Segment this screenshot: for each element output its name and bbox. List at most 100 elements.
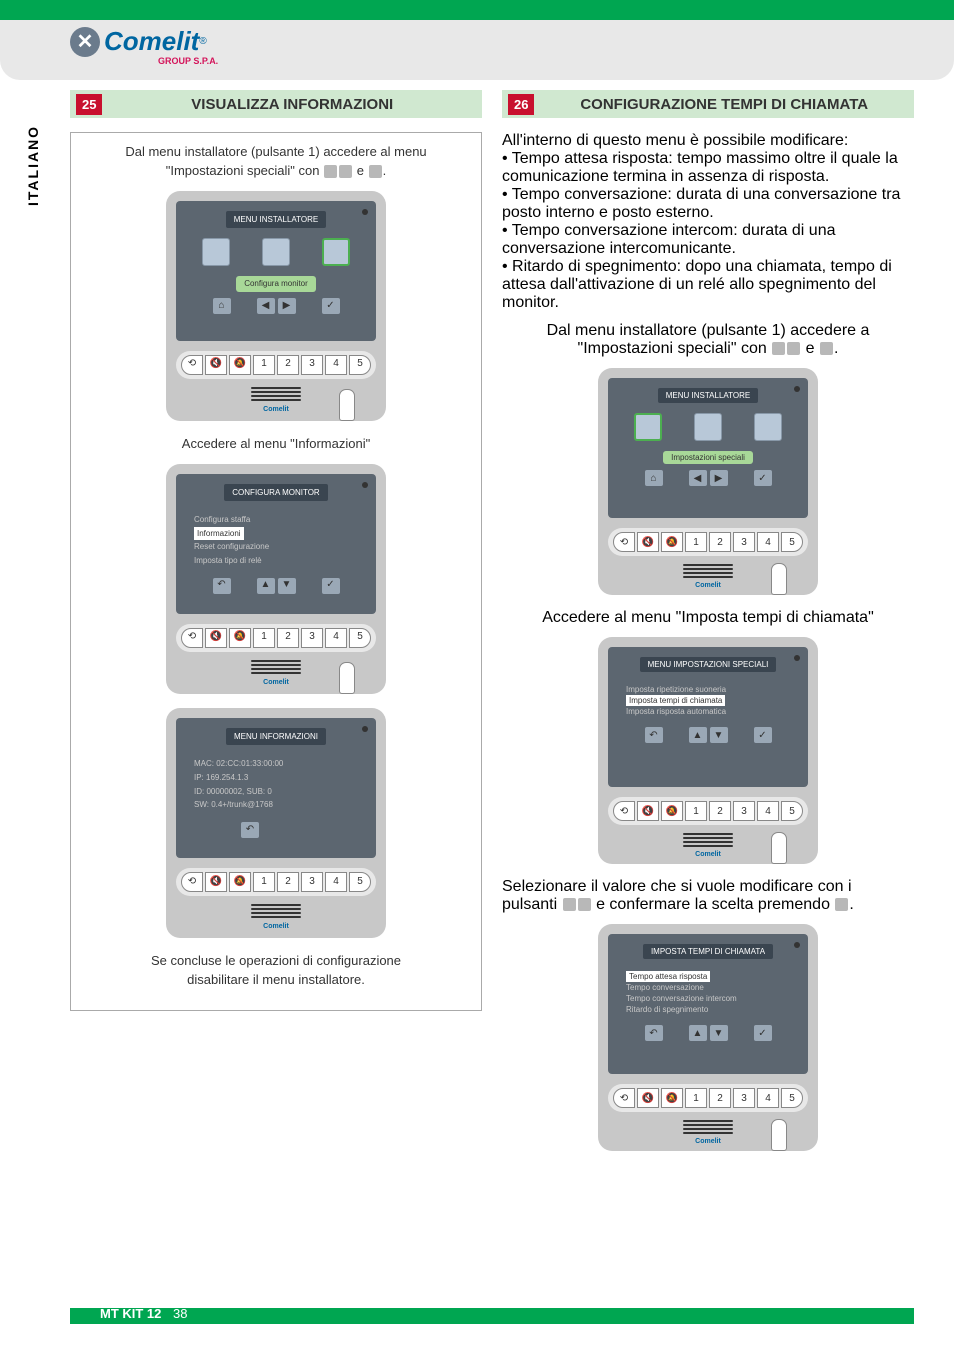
logo-reg: ®: [199, 36, 206, 47]
back-icon: ↶: [213, 578, 231, 594]
btn: 🔕: [229, 355, 251, 375]
logo-icon: ✕: [70, 27, 100, 57]
device-mockup-2: CONFIGURA MONITOR Configura staffa Infor…: [166, 464, 386, 694]
btn: 1: [685, 1088, 707, 1108]
btn: ⟲: [181, 872, 203, 892]
left-arrow-icon: [324, 165, 337, 178]
up-icon: ▲: [689, 727, 707, 743]
btn: ⟲: [613, 801, 635, 821]
list-item: IP: 169.254.1.3: [194, 771, 358, 785]
right-arrow-icon: [339, 165, 352, 178]
device-mockup-r3: IMPOSTA TEMPI DI CHIAMATA Tempo attesa r…: [598, 924, 818, 1151]
check-icon: ✓: [754, 1025, 772, 1041]
screen-nav: ⌂ ◀▶ ✓: [614, 470, 802, 486]
btn: 1: [685, 532, 707, 552]
list-item: MAC: 02:CC:01:33:00:00: [194, 757, 358, 771]
back-icon: ↶: [645, 1025, 663, 1041]
list-item: Configura staffa: [194, 513, 358, 527]
down-icon: ▼: [710, 1025, 728, 1041]
list-item: Imposta tempi di chiamata: [626, 695, 725, 706]
btn: 5: [781, 532, 803, 552]
down-icon: ▼: [710, 727, 728, 743]
device-mockup-r1: MENU INSTALLATORE Impostazioni speciali …: [598, 368, 818, 595]
btn: 🔕: [661, 801, 683, 821]
text: Se concluse le operazioni di configurazi…: [151, 953, 401, 968]
check-icon: [369, 165, 382, 178]
led-icon: [362, 209, 368, 215]
screen-title: CONFIGURA MONITOR: [224, 484, 327, 502]
led-icon: [362, 726, 368, 732]
screen: MENU INSTALLATORE Configura monitor ⌂ ◀▶…: [176, 201, 376, 341]
speaker-icon: [251, 387, 301, 401]
screen-title: MENU INFORMAZIONI: [226, 728, 326, 746]
button-row: ⟲ 🔇 🔕 1 2 3 4 5: [176, 624, 376, 652]
list-item: ID: 00000002, SUB: 0: [194, 785, 358, 799]
caption-r3: Selezionare il valore che si vuole modif…: [502, 878, 914, 914]
check-icon: [835, 898, 848, 911]
btn: 🔕: [229, 628, 251, 648]
btn: 🔕: [661, 532, 683, 552]
text: All'interno di questo menu è possibile m…: [502, 132, 914, 150]
list-item: Imposta risposta automatica: [626, 706, 790, 717]
list-item: Imposta ripetizione suoneria: [626, 684, 790, 695]
btn: 5: [349, 628, 371, 648]
screen-nav: ⌂ ◀▶ ✓: [182, 298, 370, 314]
footer: MT KIT 12 38: [0, 1308, 954, 1324]
footer-bar: [70, 1308, 914, 1324]
screen-nav: ↶ ▲▼ ✓: [614, 727, 802, 743]
monitor-icon: [322, 238, 350, 266]
list-item: Ritardo di spegnimento: [626, 1004, 790, 1015]
left-icon: ◀: [257, 298, 275, 314]
brand-small: Comelit: [176, 922, 376, 932]
btn: 🔇: [205, 628, 227, 648]
settings-icon: [694, 413, 722, 441]
device-mockup-3: MENU INFORMAZIONI MAC: 02:CC:01:33:00:00…: [166, 708, 386, 938]
down-arrow-icon: [578, 898, 591, 911]
screen-list: Configura staffa Informazioni Reset conf…: [182, 509, 370, 571]
right-icon: ▶: [710, 470, 728, 486]
screen-subtitle: Impostazioni speciali: [663, 451, 753, 464]
back-icon: ↶: [241, 822, 259, 838]
logo: ✕ Comelit ®: [70, 26, 207, 57]
btn: 2: [277, 355, 299, 375]
list-item: SW: 0.4+/trunk@1768: [194, 798, 358, 812]
btn: 3: [301, 872, 323, 892]
screen-icons: [186, 238, 366, 266]
btn: 4: [757, 1088, 779, 1108]
section-title: VISUALIZZA INFORMAZIONI: [102, 96, 482, 113]
screen-list: Imposta ripetizione suoneria Imposta tem…: [614, 680, 802, 721]
button-row: ⟲ 🔇 🔕 1 2 3 4 5: [608, 528, 808, 556]
list-item: Informazioni: [194, 527, 244, 541]
header: ✕ Comelit ® GROUP S.P.A.: [0, 20, 954, 80]
screen: MENU INFORMAZIONI MAC: 02:CC:01:33:00:00…: [176, 718, 376, 858]
logo-subtitle: GROUP S.P.A.: [158, 56, 218, 66]
text: • Tempo attesa risposta: tempo massimo o…: [502, 150, 914, 186]
button-row: ⟲ 🔇 🔕 1 2 3 4 5: [608, 1084, 808, 1112]
btn: ⟲: [181, 355, 203, 375]
back-icon: ↶: [645, 727, 663, 743]
text: e: [357, 163, 364, 178]
text: "Impostazioni speciali" con: [578, 340, 767, 357]
left-arrow-icon: [772, 342, 785, 355]
btn: 🔕: [229, 872, 251, 892]
btn: 4: [325, 355, 347, 375]
screen-list: MAC: 02:CC:01:33:00:00 IP: 169.254.1.3 I…: [182, 753, 370, 815]
btn: 4: [325, 628, 347, 648]
btn: 3: [301, 628, 323, 648]
text: Dal menu installatore (pulsante 1) acced…: [125, 144, 426, 159]
right-para: All'interno di questo menu è possibile m…: [502, 132, 914, 312]
btn: 🔕: [661, 1088, 683, 1108]
text: disabilitare il menu installatore.: [187, 972, 365, 987]
btn: ⟲: [613, 532, 635, 552]
brand-small: Comelit: [608, 582, 808, 589]
section-header-left: 25 VISUALIZZA INFORMAZIONI: [70, 90, 482, 118]
list-item: Tempo conversazione: [626, 982, 790, 993]
btn: 2: [277, 872, 299, 892]
tool-icon: [202, 238, 230, 266]
screen: MENU INSTALLATORE Impostazioni speciali …: [608, 378, 808, 518]
device-mockup-r2: MENU IMPOSTAZIONI SPECIALI Imposta ripet…: [598, 637, 818, 864]
btn: ⟲: [613, 1088, 635, 1108]
speaker-icon: [683, 833, 733, 847]
right-intro2: Dal menu installatore (pulsante 1) acced…: [502, 322, 914, 358]
brand-small: Comelit: [176, 405, 376, 415]
